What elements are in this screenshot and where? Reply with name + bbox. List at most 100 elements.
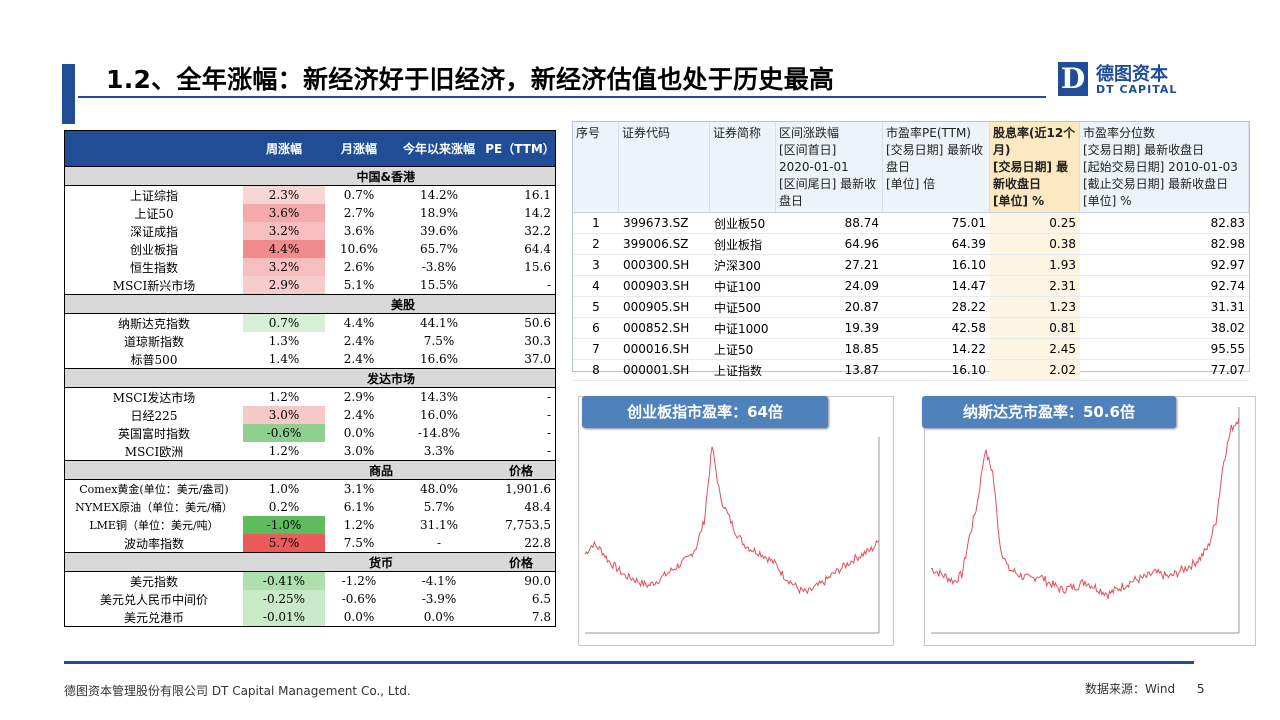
row-monthly: 7.5% bbox=[343, 536, 375, 550]
table-cell: 7 bbox=[592, 342, 600, 356]
table-cell: 16.10 bbox=[951, 258, 986, 272]
row-monthly: 3.1% bbox=[343, 482, 375, 496]
table-row: MSCI发达市场 1.2% 2.9% 14.3% - bbox=[65, 388, 555, 406]
row-pe: 14.2 bbox=[524, 206, 551, 220]
table-row: 创业板指 4.4% 10.6% 65.7% 64.4 bbox=[65, 240, 555, 258]
row-name: 美元兑人民币中间价 bbox=[99, 592, 208, 607]
row-monthly: -0.6% bbox=[341, 592, 377, 606]
row-monthly: 3.0% bbox=[343, 444, 375, 458]
table-cell: 24.09 bbox=[844, 279, 879, 293]
table-cell: 000016.SH bbox=[623, 342, 690, 356]
row-ytd: 5.7% bbox=[423, 500, 455, 514]
series-line bbox=[584, 446, 880, 595]
row-ytd: 39.6% bbox=[419, 224, 459, 238]
row-name: 创业板指 bbox=[129, 242, 178, 257]
row-ytd: - bbox=[436, 536, 442, 550]
table-cell: 88.74 bbox=[844, 216, 879, 230]
table-body: 中国&香港 上证综指 2.3% 0.7% 14.2% 16.1 上证50 3.6% 2.7% 18… bbox=[65, 166, 555, 626]
row-pe: - bbox=[546, 426, 551, 440]
table-row: 7 000016.SH 上证50 18.85 14.22 2.45 95.55 bbox=[573, 339, 1249, 360]
section-title: 美股 bbox=[390, 297, 415, 312]
column-header: 市盈率PE(TTM) [交易日期] 最新收盘日 [单位] 倍 bbox=[883, 122, 990, 212]
table-cell: 28.22 bbox=[951, 300, 986, 314]
table-cell: 14.47 bbox=[951, 279, 986, 293]
table-cell: 6 bbox=[592, 321, 600, 335]
row-weekly: 5.7% bbox=[243, 534, 325, 552]
logo-mark: D bbox=[1058, 62, 1088, 96]
company-logo: D 德图资本 DT CAPITAL bbox=[1058, 60, 1208, 100]
market-performance-table: 周涨幅 月涨幅 今年以来涨幅 PE（TTM） 中国&香港 上证综指 2.3% 0.7%… bbox=[64, 130, 556, 627]
table-cell: 82.83 bbox=[1210, 216, 1245, 230]
footer-company: 德图资本管理股份有限公司 DT Capital Management Co., … bbox=[64, 684, 411, 698]
table-cell: 95.55 bbox=[1210, 342, 1245, 356]
row-pe: 7.8 bbox=[531, 610, 551, 624]
row-monthly: 0.0% bbox=[343, 426, 375, 440]
row-ytd: -3.9% bbox=[421, 592, 457, 606]
valuation-table-header: 序号 证券代码 证券简称 区间涨跌幅 [区间首日] 2020-01-01 [区间尾日]… bbox=[573, 122, 1249, 213]
row-ytd: 31.1% bbox=[419, 518, 459, 532]
row-pe: - bbox=[546, 408, 551, 422]
row-name: Comex黄金(单位：美元/盎司) bbox=[79, 483, 229, 496]
table-cell: 0.81 bbox=[990, 318, 1080, 338]
row-pe: - bbox=[546, 278, 551, 292]
row-name: 道琼斯指数 bbox=[123, 334, 184, 349]
table-cell: 中证1000 bbox=[714, 321, 769, 336]
table-cell: 14.22 bbox=[951, 342, 986, 356]
row-ytd: 14.2% bbox=[419, 188, 459, 202]
table-row: 道琼斯指数 1.3% 2.4% 7.5% 30.3 bbox=[65, 332, 555, 350]
table-cell: 创业板指 bbox=[714, 237, 763, 252]
row-weekly: -0.6% bbox=[243, 424, 325, 442]
row-monthly: 6.1% bbox=[343, 500, 375, 514]
table-cell: 16.10 bbox=[951, 363, 986, 377]
row-ytd: 14.3% bbox=[419, 390, 459, 404]
table-cell: 8 bbox=[592, 363, 600, 377]
table-row: 英国富时指数 -0.6% 0.0% -14.8% - bbox=[65, 424, 555, 442]
table-cell: 42.58 bbox=[951, 321, 986, 335]
table-cell: 64.39 bbox=[951, 237, 986, 251]
row-pe: 32.2 bbox=[524, 224, 551, 238]
row-ytd: 7.5% bbox=[423, 334, 455, 348]
table-cell: 0.38 bbox=[990, 234, 1080, 254]
table-cell: 000300.SH bbox=[623, 258, 690, 272]
row-name: LME铜（单位：美元/吨） bbox=[89, 519, 219, 532]
row-pe: 22.8 bbox=[524, 536, 551, 550]
header-ytd: 今年以来涨幅 bbox=[402, 142, 475, 156]
row-pe: 90.0 bbox=[524, 574, 551, 588]
section-header: 美股 bbox=[65, 294, 555, 314]
table-cell: 000852.SH bbox=[623, 321, 690, 335]
table-row: 5 000905.SH 中证500 20.87 28.22 1.23 31.31 bbox=[573, 297, 1249, 318]
column-header: 证券简称 bbox=[710, 122, 776, 212]
row-monthly: -1.2% bbox=[341, 574, 377, 588]
column-header: 股息率(近12个月) [交易日期] 最新收盘日 [单位] % bbox=[990, 122, 1080, 212]
table-cell: 399006.SZ bbox=[623, 237, 689, 251]
row-monthly: 4.4% bbox=[343, 316, 375, 330]
row-ytd: 3.3% bbox=[423, 444, 455, 458]
row-monthly: 5.1% bbox=[343, 278, 375, 292]
table-cell: 4 bbox=[592, 279, 600, 293]
table-row: 2 399006.SZ 创业板指 64.96 64.39 0.38 82.98 bbox=[573, 234, 1249, 255]
row-name: 上证50 bbox=[134, 206, 174, 221]
row-name: 恒生指数 bbox=[129, 260, 178, 275]
row-weekly: 4.4% bbox=[243, 240, 325, 258]
table-cell: 82.98 bbox=[1210, 237, 1245, 251]
row-pe: - bbox=[546, 444, 551, 458]
table-cell: 3 bbox=[592, 258, 600, 272]
table-header: 周涨幅 月涨幅 今年以来涨幅 PE（TTM） bbox=[65, 131, 555, 166]
data-source: 数据来源：Wind bbox=[1085, 682, 1176, 696]
table-row: 恒生指数 3.2% 2.6% -3.8% 15.6 bbox=[65, 258, 555, 276]
table-row: 8 000001.SH 上证指数 13.87 16.10 2.02 77.07 bbox=[573, 360, 1249, 381]
table-cell: 92.97 bbox=[1210, 258, 1245, 272]
row-name: MSCI欧洲 bbox=[124, 444, 184, 459]
row-monthly: 3.6% bbox=[343, 224, 375, 238]
header-monthly: 月涨幅 bbox=[340, 142, 377, 156]
row-weekly: 1.2% bbox=[243, 388, 325, 406]
row-ytd: -4.1% bbox=[421, 574, 457, 588]
page-title: 1.2、全年涨幅：新经济好于旧经济，新经济估值也处于历史最高 bbox=[106, 65, 835, 94]
table-cell: 中证100 bbox=[714, 279, 761, 294]
row-monthly: 2.6% bbox=[343, 260, 375, 274]
row-ytd: 48.0% bbox=[419, 482, 459, 496]
table-row: 波动率指数 5.7% 7.5% - 22.8 bbox=[65, 534, 555, 552]
row-weekly: 1.0% bbox=[243, 480, 325, 498]
series-line bbox=[930, 417, 1240, 599]
title-divider bbox=[78, 96, 1046, 98]
